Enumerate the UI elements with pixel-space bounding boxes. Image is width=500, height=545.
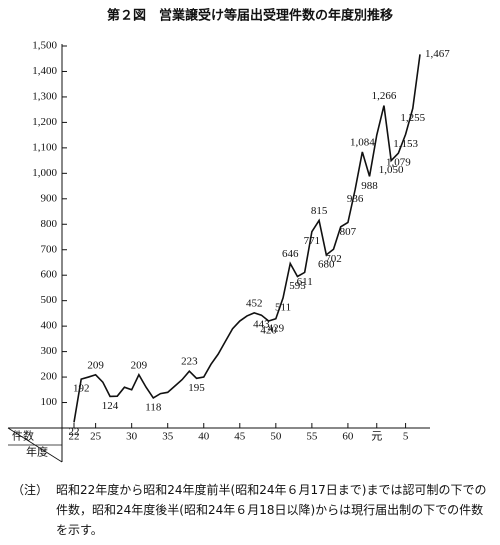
y-tick-label: 1,200 (32, 116, 57, 128)
y-tick-label: 400 (41, 320, 58, 332)
data-label: 195 (188, 382, 205, 394)
note-mark: （注） (12, 483, 49, 497)
note-text: 昭和22年度から昭和24年度前半(昭和24年６月17日まで)までは認可制の下での… (56, 483, 487, 537)
y-tick-label: 300 (41, 345, 58, 357)
x-tick-label: 45 (234, 431, 246, 443)
data-label: 1,266 (372, 90, 397, 102)
x-tick-label: 元 (371, 431, 382, 443)
data-label: 646 (282, 248, 299, 260)
data-label: 595 (289, 280, 306, 292)
y-tick-label: 1,300 (32, 90, 57, 102)
x-tick-label: 25 (90, 431, 102, 443)
y-tick-label: 1,500 (32, 40, 57, 52)
data-label: 988 (361, 180, 378, 192)
x-tick-label: 22 (69, 431, 80, 443)
y-tick-label: 200 (41, 371, 58, 383)
data-label: 1,079 (386, 157, 411, 169)
data-label: 429 (268, 322, 285, 334)
x-tick-label: 5 (403, 431, 409, 443)
data-label: 22 (69, 426, 80, 438)
data-label: 118 (145, 401, 162, 413)
data-label: 1,467 (425, 48, 450, 60)
data-label: 936 (347, 193, 364, 205)
x-tick-label: 35 (162, 431, 174, 443)
y-tick-label: 700 (41, 243, 58, 255)
data-label: 1,050 (379, 164, 404, 176)
x-tick-label: 50 (270, 431, 282, 443)
data-label: 223 (181, 356, 198, 368)
x-tick-label: 60 (342, 431, 354, 443)
x-tick-label: 30 (126, 431, 138, 443)
x-axis-label: 年度 (26, 445, 48, 459)
data-label: 209 (87, 359, 104, 371)
data-label: 443 (253, 319, 270, 331)
x-tick-label: 40 (198, 431, 210, 443)
chart: 第２図 営業譲受け等届出受理件数の年度別推移 件数 年度 100 200 300 40… (7, 8, 450, 463)
y-tick-label: 500 (41, 294, 58, 306)
data-label: 511 (275, 301, 291, 313)
y-tick-label: 100 (41, 396, 58, 408)
data-label: 209 (131, 359, 148, 371)
data-label: 702 (325, 253, 342, 265)
data-label: 192 (73, 383, 90, 395)
note: （注） 昭和22年度から昭和24年度前半(昭和24年６月17日まで)までは認可制… (12, 480, 490, 540)
data-label: 1,255 (400, 112, 425, 124)
y-tick-label: 900 (41, 192, 58, 204)
data-label: 815 (311, 205, 328, 217)
y-tick-label: 1,400 (32, 65, 57, 77)
chart-title: 第２図 営業譲受け等届出受理件数の年度別推移 (107, 8, 393, 24)
data-label: 680 (318, 258, 335, 270)
data-label: 771 (304, 235, 321, 247)
y-tick-label: 1,000 (32, 167, 57, 179)
data-line (73, 54, 421, 423)
y-tick-label: 1,100 (32, 141, 57, 153)
data-label: 611 (297, 276, 313, 288)
y-tick-label: 800 (41, 218, 58, 230)
y-axis-label: 件数 (12, 430, 34, 443)
data-label: 807 (340, 226, 357, 238)
x-tick-label: 55 (306, 431, 318, 443)
data-label: 1,153 (393, 138, 418, 150)
data-label: 1,084 (350, 136, 375, 148)
y-tick-label: 600 (41, 269, 58, 281)
data-label: 124 (102, 400, 119, 412)
data-label: 420 (260, 325, 277, 337)
data-label: 452 (246, 297, 263, 309)
